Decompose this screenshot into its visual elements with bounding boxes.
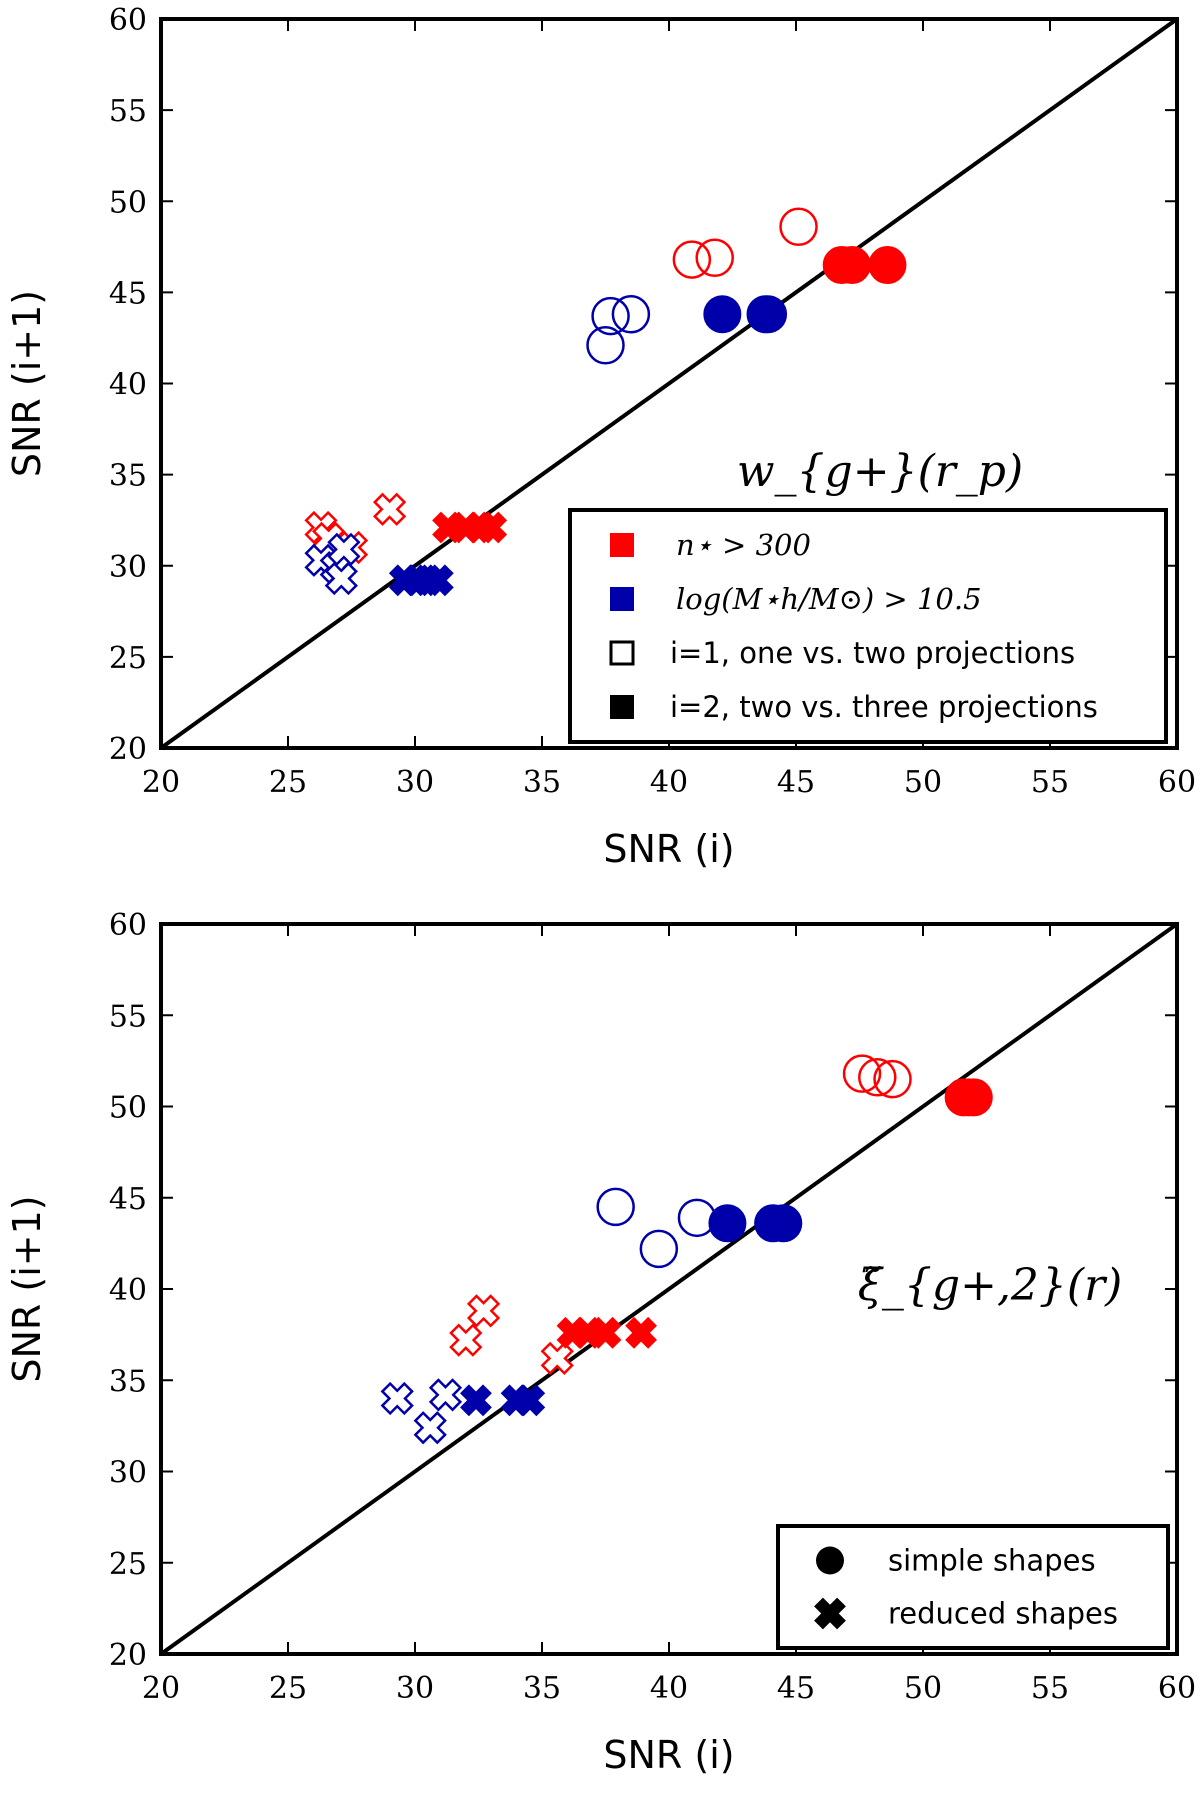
y-tick-label: 40 bbox=[109, 368, 147, 403]
y-tick-label: 55 bbox=[109, 94, 147, 129]
blue-filled-cross-marker bbox=[513, 1384, 546, 1417]
red-filled-cross-marker bbox=[589, 1316, 622, 1349]
blue-open-circle-marker bbox=[586, 325, 625, 365]
y-tick-label: 55 bbox=[109, 999, 147, 1034]
blue-open-circle-marker bbox=[596, 1187, 635, 1227]
legend-label: log(M⋆h/M⊙) > 10.5 bbox=[676, 582, 982, 616]
y-tick-label: 25 bbox=[109, 641, 147, 676]
blue-filled-circle-marker bbox=[764, 1204, 803, 1243]
blue-open-circle-marker bbox=[591, 296, 630, 336]
reference-line bbox=[161, 19, 1177, 748]
y-axis-label: SNR (i+1) bbox=[5, 1195, 49, 1382]
panel-annotation: w_{g+}(r_p) bbox=[737, 446, 1023, 497]
blue-open-circle-marker bbox=[611, 294, 651, 334]
y-tick-label: 60 bbox=[109, 3, 147, 38]
y-tick-label: 50 bbox=[109, 185, 147, 220]
y-tick-label: 60 bbox=[109, 908, 147, 943]
y-tick-label: 40 bbox=[109, 1273, 147, 1308]
blue-open-circle-marker bbox=[639, 1229, 679, 1269]
red-open-cross-marker bbox=[449, 1323, 483, 1357]
legend-label: reduced shapes bbox=[888, 1597, 1118, 1631]
red-open-cross-marker bbox=[372, 492, 407, 526]
blue-open-cross-marker bbox=[380, 1381, 414, 1416]
x-axis-label: SNR (i) bbox=[603, 827, 734, 871]
blue-filled-circle-marker bbox=[708, 1204, 747, 1243]
x-tick-label: 30 bbox=[396, 1671, 434, 1706]
x-tick-label: 60 bbox=[1158, 765, 1196, 800]
blue-filled-circle-marker bbox=[703, 295, 742, 334]
blue-filled-circle-marker bbox=[749, 295, 788, 334]
red-open-circle-marker bbox=[779, 207, 818, 247]
panel-annotation: ξ̃_{g+,2}(r) bbox=[858, 1260, 1123, 1311]
x-tick-label: 40 bbox=[650, 1671, 688, 1706]
legend-label: simple shapes bbox=[888, 1544, 1096, 1578]
legend-marker-open-square bbox=[609, 640, 635, 666]
legend-marker-red-square bbox=[610, 533, 634, 557]
x-tick-label: 50 bbox=[904, 765, 942, 800]
red-filled-cross-marker bbox=[475, 511, 508, 544]
red-filled-circle-marker bbox=[868, 246, 907, 285]
blue-open-cross-marker bbox=[324, 561, 358, 596]
x-tick-label: 35 bbox=[523, 765, 561, 800]
x-axis-label: SNR (i) bbox=[603, 1733, 734, 1777]
y-tick-label: 25 bbox=[109, 1547, 147, 1582]
y-tick-label: 35 bbox=[109, 459, 147, 494]
blue-open-cross-marker bbox=[413, 1411, 447, 1445]
x-tick-label: 55 bbox=[1031, 765, 1069, 800]
legend-marker-blue-square bbox=[610, 587, 634, 611]
data-markers bbox=[304, 207, 907, 597]
y-tick-label: 30 bbox=[109, 550, 147, 585]
red-open-circle-marker bbox=[858, 1058, 897, 1097]
blue-open-cross-marker bbox=[327, 532, 361, 566]
red-open-cross-marker bbox=[540, 1341, 574, 1375]
x-tick-label: 60 bbox=[1158, 1671, 1196, 1706]
red-filled-cross-marker bbox=[625, 1316, 657, 1349]
red-open-circle-marker bbox=[695, 238, 734, 277]
legend-label: i=2, two vs. three projections bbox=[670, 690, 1098, 724]
x-tick-label: 40 bbox=[650, 765, 688, 800]
x-tick-label: 50 bbox=[904, 1671, 942, 1706]
legend: n⋆ > 300 log(M⋆h/M⊙) > 10.5 i=1, one vs. t… bbox=[568, 508, 1168, 744]
y-axis-label: SNR (i+1) bbox=[5, 290, 49, 477]
blue-filled-cross-marker bbox=[421, 564, 454, 597]
legend-box bbox=[568, 508, 1168, 744]
red-filled-circle-marker bbox=[954, 1078, 993, 1117]
blue-open-cross-marker bbox=[428, 1378, 463, 1412]
legend-marker-black-square bbox=[610, 695, 634, 719]
legend: simple shapes reduced shapes bbox=[776, 1524, 1170, 1650]
blue-filled-cross-marker bbox=[460, 1384, 492, 1417]
y-tick-label: 20 bbox=[109, 1638, 147, 1673]
red-open-cross-marker bbox=[466, 1294, 501, 1328]
y-tick-label: 35 bbox=[109, 1364, 147, 1399]
x-tick-label: 25 bbox=[269, 765, 307, 800]
red-filled-circle-marker bbox=[832, 246, 871, 285]
legend-label: i=1, one vs. two projections bbox=[670, 636, 1075, 670]
red-open-circle-marker bbox=[842, 1054, 882, 1093]
red-open-circle-marker bbox=[672, 240, 712, 279]
x-tick-label: 55 bbox=[1031, 1671, 1069, 1706]
legend-marker-cross bbox=[814, 1597, 846, 1630]
x-tick-label: 45 bbox=[777, 1671, 815, 1706]
x-tick-label: 35 bbox=[523, 1671, 561, 1706]
data-markers bbox=[380, 1054, 993, 1445]
y-tick-label: 45 bbox=[109, 276, 147, 311]
x-tick-label: 30 bbox=[396, 765, 434, 800]
reference-line bbox=[161, 924, 1177, 1654]
x-tick-label: 25 bbox=[269, 1671, 307, 1706]
legend-box bbox=[776, 1524, 1170, 1650]
legend-marker-circle bbox=[816, 1546, 844, 1575]
y-tick-label: 50 bbox=[109, 1091, 147, 1126]
x-tick-label: 45 bbox=[777, 765, 815, 800]
x-tick-label: 20 bbox=[142, 1671, 180, 1706]
x-tick-label: 20 bbox=[142, 765, 180, 800]
top-scatter-panel: 20 25 30 35 40 45 50 55 60 20 25 30 35 40 45 50 55 60 SNR … bbox=[5, 3, 1196, 871]
y-tick-label: 45 bbox=[109, 1182, 147, 1217]
y-tick-label: 30 bbox=[109, 1456, 147, 1491]
legend-label: n⋆ > 300 bbox=[676, 528, 811, 562]
bottom-scatter-panel: 20 25 30 35 40 45 50 55 60 20 25 30 35 40 45 50 55 60 SNR … bbox=[5, 908, 1196, 1777]
y-tick-label: 20 bbox=[109, 732, 147, 767]
red-open-circle-marker bbox=[873, 1059, 912, 1099]
